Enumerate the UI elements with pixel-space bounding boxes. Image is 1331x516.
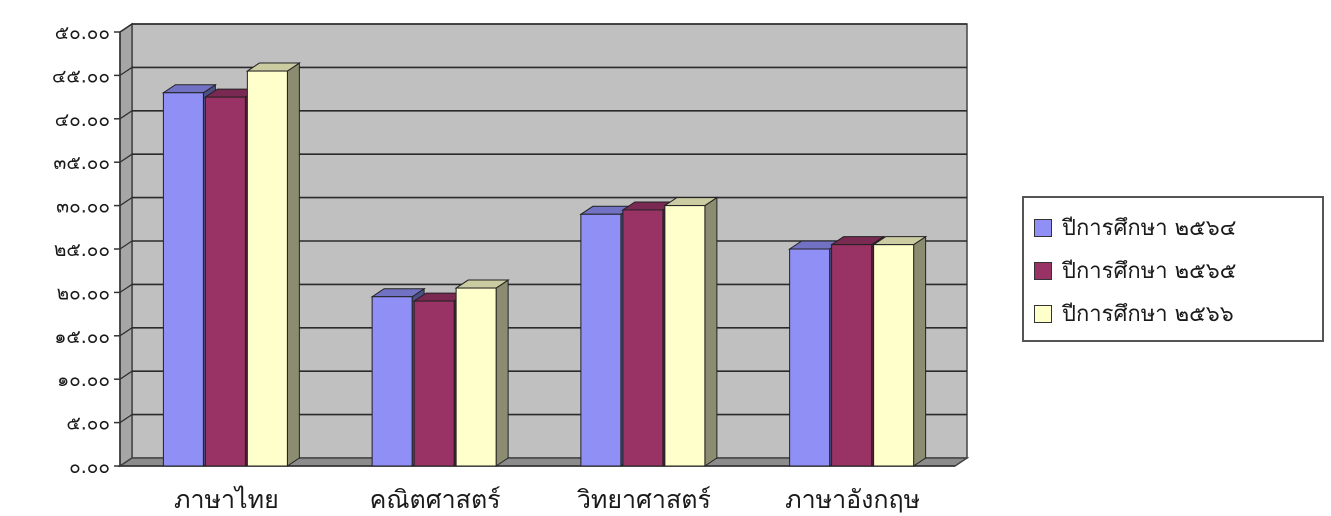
bar-front — [873, 244, 915, 467]
legend-label: ปีการศึกษา ๒๕๖๔ — [1062, 216, 1237, 241]
y-tick-label: ๐.๐๐ — [69, 456, 110, 478]
gridline-side — [119, 240, 133, 250]
y-tick-label: ๒๐.๐๐ — [57, 282, 110, 304]
legend-label: ปีการศึกษา ๒๕๖๖ — [1062, 302, 1234, 327]
x-category-label: วิทยาศาสตร์ — [577, 485, 711, 514]
bar — [454, 279, 510, 467]
gridline-side — [119, 66, 133, 76]
legend-item: ปีการศึกษา ๒๕๖๖ — [1034, 292, 1312, 335]
legend-swatch — [1034, 261, 1052, 280]
gridline-side — [119, 414, 133, 424]
legend-item: ปีการศึกษา ๒๕๖๕ — [1034, 249, 1312, 292]
legend-swatch — [1034, 218, 1052, 237]
bar-front — [622, 209, 664, 467]
legend-label: ปีการศึกษา ๒๕๖๕ — [1062, 259, 1237, 284]
bar-front — [371, 296, 413, 467]
bar-side — [495, 279, 509, 467]
x-category-label: ภาษาไทย — [174, 485, 279, 514]
x-category-label: คณิตศาสตร์ — [370, 485, 501, 514]
gridline-side — [119, 283, 133, 293]
bar — [871, 235, 928, 467]
bar-front — [455, 287, 497, 467]
bar — [663, 196, 719, 467]
bar-front — [664, 205, 706, 467]
y-tick-label: ๔๐.๐๐ — [55, 109, 110, 131]
y-tick-label: ๑๕.๐๐ — [54, 326, 110, 348]
bars — [161, 62, 928, 467]
x-axis-labels: ภาษาไทย คณิตศาสตร์ วิทยาศาสตร์ ภาษาอังกฤษ — [174, 485, 920, 514]
y-tick-label: ๑๐.๐๐ — [57, 369, 110, 391]
y-tick-label: ๕๐.๐๐ — [55, 22, 110, 44]
gridline-side — [119, 153, 133, 163]
y-tick-label: ๓๕.๐๐ — [53, 152, 110, 174]
bar-front — [246, 70, 288, 467]
bar-front — [204, 96, 246, 467]
bar-front — [580, 213, 622, 467]
bar-side — [286, 62, 300, 467]
legend-swatch — [1034, 304, 1052, 323]
bar-side — [704, 196, 718, 467]
y-tick-label: ๕.๐๐ — [66, 413, 110, 435]
gridline-side — [119, 370, 133, 380]
bar-front — [413, 300, 455, 467]
x-category-label: ภาษาอังกฤษ — [785, 485, 920, 514]
gridline-side — [119, 327, 133, 337]
y-tick-label: ๒๕.๐๐ — [54, 239, 110, 261]
gridline-side — [119, 197, 133, 207]
bar — [245, 62, 302, 467]
bar-front — [789, 248, 831, 467]
gridline-side — [119, 110, 133, 120]
bar-side — [913, 235, 927, 467]
gridline-side — [119, 23, 133, 33]
bar-front — [831, 244, 873, 467]
y-tick-label: ๓๐.๐๐ — [56, 196, 110, 218]
y-tick-label: ๔๕.๐๐ — [52, 65, 110, 87]
legend-item: ปีการศึกษา ๒๕๖๔ — [1034, 206, 1312, 249]
legend: ปีการศึกษา ๒๕๖๔ ปีการศึกษา ๒๕๖๕ ปีการศึก… — [1022, 196, 1324, 342]
bar-front — [162, 92, 204, 467]
